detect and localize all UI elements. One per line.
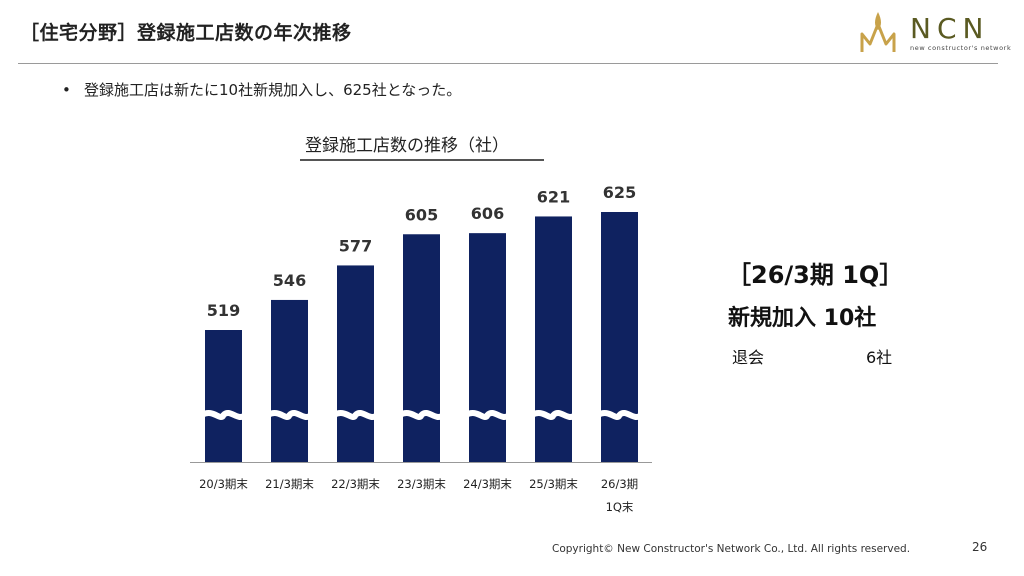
bullet-dot: •: [62, 81, 71, 99]
axis-break-mark: [464, 410, 512, 420]
bar: [601, 212, 638, 462]
header-divider: [18, 63, 998, 64]
axis-break-mark: [530, 410, 578, 420]
bar: [337, 265, 374, 462]
category-label: 1Q末: [606, 500, 634, 514]
data-label: 577: [339, 236, 372, 255]
data-label: 606: [471, 204, 504, 223]
data-label: 621: [537, 187, 570, 206]
data-label: 519: [207, 301, 240, 320]
bar: [535, 216, 572, 462]
ncn-logo-icon: [860, 12, 896, 52]
bar: [403, 234, 440, 462]
axis-break-mark: [596, 410, 644, 420]
data-label: 625: [603, 183, 636, 202]
bar: [271, 299, 308, 462]
category-label: 22/3期末: [331, 477, 380, 491]
logo-tagline: new constructor's network: [910, 44, 1012, 52]
bar: [469, 233, 506, 462]
axis-break-mark: [332, 410, 380, 420]
axis-break-mark: [398, 410, 446, 420]
period-heading: ［26/3期 1Q］: [727, 261, 904, 289]
withdrawal-label: 退会: [732, 348, 765, 367]
axis-break-mark: [266, 410, 314, 420]
data-label: 605: [405, 205, 438, 224]
summary-bullet: • 登録施工店は新たに10社新規加入し、625社となった。: [62, 79, 461, 100]
chart-title: 登録施工店数の推移（社）: [305, 136, 509, 156]
new-members-text: 新規加入 10社: [728, 306, 877, 331]
chart-title-underline: [300, 159, 544, 161]
category-label: 26/3期: [601, 477, 638, 491]
axis-break-mark: [200, 410, 248, 420]
category-label: 20/3期末: [199, 477, 248, 491]
category-label: 23/3期末: [397, 477, 446, 491]
page-title: ［住宅分野］登録施工店数の年次推移: [20, 22, 352, 44]
logo-wordmark: NCN: [910, 12, 990, 45]
withdrawal-value: 6社: [866, 348, 893, 367]
bar: [205, 330, 242, 462]
category-label: 21/3期末: [265, 477, 314, 491]
summary-text: 登録施工店は新たに10社新規加入し、625社となった。: [84, 81, 462, 99]
data-label: 546: [273, 271, 306, 290]
category-label: 24/3期末: [463, 477, 512, 491]
copyright-text: Copyright© New Constructor's Network Co.…: [552, 543, 911, 555]
page-number: 26: [972, 540, 988, 554]
category-label: 25/3期末: [529, 477, 578, 491]
